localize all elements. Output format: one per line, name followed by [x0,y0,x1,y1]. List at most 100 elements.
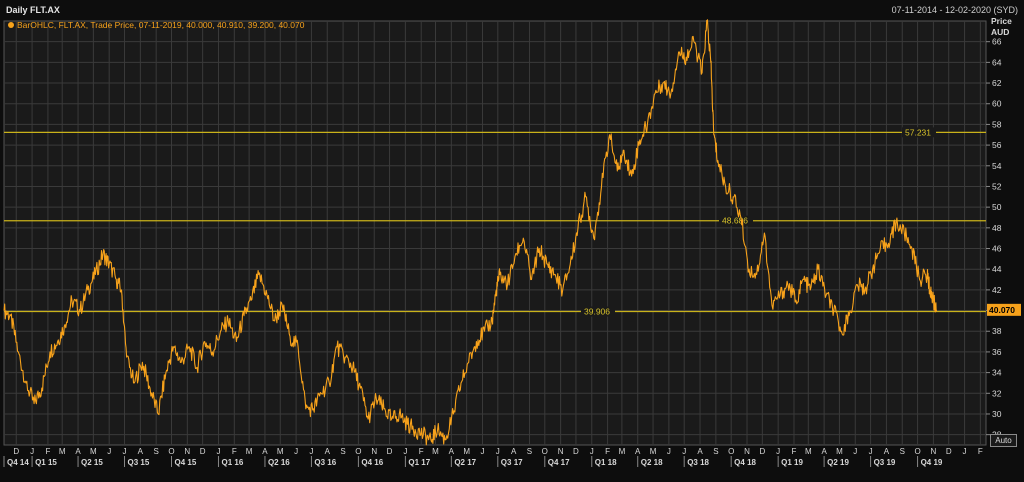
x-month-label: N [371,447,377,456]
x-month-label: A [138,447,144,456]
x-month-label: O [355,447,361,456]
x-month-label: J [853,447,857,456]
level-label-bg [902,127,936,138]
x-month-label: J [294,447,298,456]
x-quarter-label: Q4 14 [7,458,29,467]
x-month-label: A [511,447,517,456]
x-month-label: N [931,447,937,456]
level-label: 57.231 [905,127,931,137]
x-quarter-label: Q1 17 [408,458,430,467]
series-legend: BarOHLC, FLT.AX, Trade Price, 07-11-2019… [8,20,304,30]
chart-title: Daily FLT.AX [6,5,60,15]
x-month-label: J [869,447,873,456]
x-month-label: O [914,447,920,456]
plot-area [3,20,987,446]
y-tick-label: 56 [992,140,1002,150]
x-quarter-label: Q3 18 [687,458,709,467]
x-month-label: J [107,447,111,456]
x-month-label: M [805,447,812,456]
x-month-label: M [619,447,626,456]
x-month-label: J [30,447,34,456]
x-month-label: A [635,447,641,456]
y-tick-label: 30 [992,409,1002,419]
x-quarter-label: Q4 16 [361,458,383,467]
x-quarter-label: Q1 15 [35,458,57,467]
x-month-label: J [480,447,484,456]
x-month-label: A [697,447,703,456]
x-month-label: F [419,447,424,456]
level-label: 39.906 [584,307,610,317]
x-month-label: J [309,447,313,456]
x-month-label: S [900,447,905,456]
x-month-label: A [262,447,268,456]
x-month-label: M [277,447,284,456]
y-tick-label: 54 [992,161,1002,171]
x-quarter-label: Q1 19 [781,458,803,467]
x-month-label: M [463,447,470,456]
x-month-label: J [216,447,220,456]
x-month-label: J [667,447,671,456]
y-tick-label: 50 [992,202,1002,212]
x-month-label: F [978,447,983,456]
x-quarter-label: Q2 17 [454,458,476,467]
auto-scale-button[interactable]: Auto [990,434,1017,447]
x-month-label: D [13,447,19,456]
x-month-label: M [59,447,66,456]
x-quarter-label: Q2 15 [81,458,103,467]
x-quarter-label: Q2 19 [827,458,849,467]
y-tick-label: 48 [992,223,1002,233]
level-label: 48.686 [722,216,748,226]
y-tick-label: 52 [992,181,1002,191]
x-month-label: D [387,447,393,456]
x-month-label: N [184,447,190,456]
x-month-label: A [884,447,890,456]
x-month-label: N [744,447,750,456]
y-tick-label: 66 [992,37,1002,47]
x-month-label: D [946,447,952,456]
y-tick-label: 44 [992,264,1002,274]
price-series-line [3,19,938,446]
x-month-label: J [123,447,127,456]
x-month-label: F [45,447,50,456]
x-month-label: F [792,447,797,456]
x-month-label: M [836,447,843,456]
y-tick-label: 42 [992,285,1002,295]
x-month-label: S [340,447,345,456]
x-month-label: S [713,447,718,456]
x-quarter-label: Q4 17 [548,458,570,467]
x-month-label: F [605,447,610,456]
y-tick-label: 62 [992,78,1002,88]
x-quarter-label: Q4 18 [734,458,756,467]
y-tick-label: 32 [992,388,1002,398]
last-price-label: 40.070 [989,305,1015,315]
x-month-label: F [232,447,237,456]
x-month-label: D [573,447,579,456]
x-month-label: O [728,447,734,456]
y-tick-label: 34 [992,368,1002,378]
x-month-label: J [496,447,500,456]
x-month-label: A [75,447,81,456]
y-tick-label: 64 [992,57,1002,67]
x-quarter-label: Q4 19 [921,458,943,467]
x-month-label: J [590,447,594,456]
x-quarter-label: Q3 15 [128,458,150,467]
x-quarter-label: Q4 15 [174,458,196,467]
x-month-label: A [449,447,455,456]
x-quarter-label: Q2 16 [268,458,290,467]
legend-marker-icon [8,22,14,28]
x-month-label: J [963,447,967,456]
x-month-label: O [542,447,548,456]
x-quarter-label: Q2 18 [641,458,663,467]
last-price-badge [987,303,1021,316]
x-month-label: S [154,447,159,456]
x-month-label: N [558,447,564,456]
x-month-label: O [168,447,174,456]
x-month-label: A [821,447,827,456]
y-tick-label: 58 [992,119,1002,129]
x-quarter-label: Q1 18 [595,458,617,467]
x-month-label: J [776,447,780,456]
x-month-label: D [200,447,206,456]
price-axis-label: Price [991,16,1012,26]
